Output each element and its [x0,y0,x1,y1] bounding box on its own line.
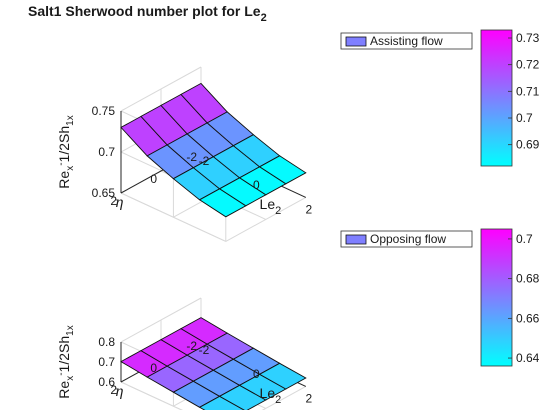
grid-line-y-floor [120,192,227,242]
y-tick-label: 0 [150,172,157,186]
colorbar-tick-label: 0.72 [516,58,540,72]
z-axis-label-part: 1/2 [56,143,72,163]
surface [120,82,307,218]
x-axis-label-main: Le [260,196,276,212]
grid-line-y-floor [120,381,183,410]
y-tick-label: 0 [150,361,157,375]
colorbar-tick-label: 0.66 [516,311,540,325]
colorbar-gradient [480,228,513,367]
chart-title-sub: 2 [261,12,267,24]
x-axis-label-sub: 2 [275,205,281,217]
z-tick-label: 0.7 [98,355,115,369]
z-axis-label: Rex-1/2Sh1x [56,115,76,188]
z-axis-label-part: 1/2 [56,353,72,373]
z-axis-label-part: Re [56,381,72,399]
legend-label: Opposing flow [370,232,446,246]
y-tick-label: -2 [186,150,197,164]
x-axis-label-main: Le [260,385,276,401]
z-axis-label-part: - [56,372,67,375]
legend-swatch [345,234,367,245]
z-tick-label: 0.8 [98,335,115,349]
x-tick-label: 0 [253,367,260,381]
y-tick-label: 2 [110,194,117,208]
legend-label: Assisting flow [370,34,443,48]
legend-box [340,230,473,248]
x-axis-label-sub: 2 [275,394,281,406]
surface-cell [258,155,307,185]
colorbar-tick-label: 0.64 [516,351,540,365]
z-tick-label: 0.75 [92,104,116,118]
colorbar-tick-label: 0.69 [516,138,540,152]
z-axis-label-part: 1x [65,115,76,126]
legend: Opposing flow [340,230,473,248]
colorbar: 0.64 0.66 0.68 0.7 [480,228,540,367]
z-axis-label-part: Sh [56,126,72,143]
chart-title-main: Salt1 Sherwood number plot for Le [28,3,261,19]
x-tick-label: 2 [305,202,312,216]
colorbar-tick-label: 0.7 [516,232,533,246]
z-axis-label-part: x [65,376,76,381]
plot-panel-top: 0.650.70.75-202-202 Le2ηRex-1/2Sh1xAssist… [56,29,540,242]
colorbar-gradient [480,29,513,167]
plot-panel-bottom: 0.60.70.8-202-202 Le2ηRex-1/2Sh1xOpposing… [56,228,540,410]
z-axis-label-part: Re [56,171,72,189]
x-axis-label: Le2 [260,385,282,406]
chart-title: Salt1 Sherwood number plot for Le2 [28,3,267,24]
x-tick-label: -2 [199,154,210,168]
surface [120,317,307,410]
x-tick-label: 0 [253,178,260,192]
y-axis-label: η [115,195,124,211]
colorbar: 0.69 0.7 0.71 0.72 0.73 [480,29,540,167]
z-tick-label: 0.7 [98,145,115,159]
legend-box [340,32,473,50]
z-axis-label: Rex-1/2Sh1x [56,325,76,398]
colorbar-tick-label: 0.71 [516,84,540,98]
z-axis-label-part: 1x [65,325,76,336]
colorbar-tick-label: 0.73 [516,31,540,45]
z-tick-label: 0.6 [98,375,115,389]
z-axis-label-part: x [65,166,76,171]
x-tick-label: -2 [199,343,210,357]
z-axis-label-part: - [56,162,67,165]
colorbar-tick-label: 0.68 [516,272,540,286]
colorbar-tick-label: 0.7 [516,111,533,125]
legend: Assisting flow [340,32,473,50]
y-axis-label: η [115,384,124,400]
legend-swatch [345,36,367,47]
x-tick-label: 2 [305,391,312,405]
z-tick-label: 0.65 [92,186,116,200]
y-tick-label: -2 [186,339,197,353]
z-axis-label-part: Sh [56,336,72,353]
surface-cell [258,362,307,390]
x-axis-label: Le2 [260,196,282,217]
y-tick-label: 2 [110,383,117,397]
